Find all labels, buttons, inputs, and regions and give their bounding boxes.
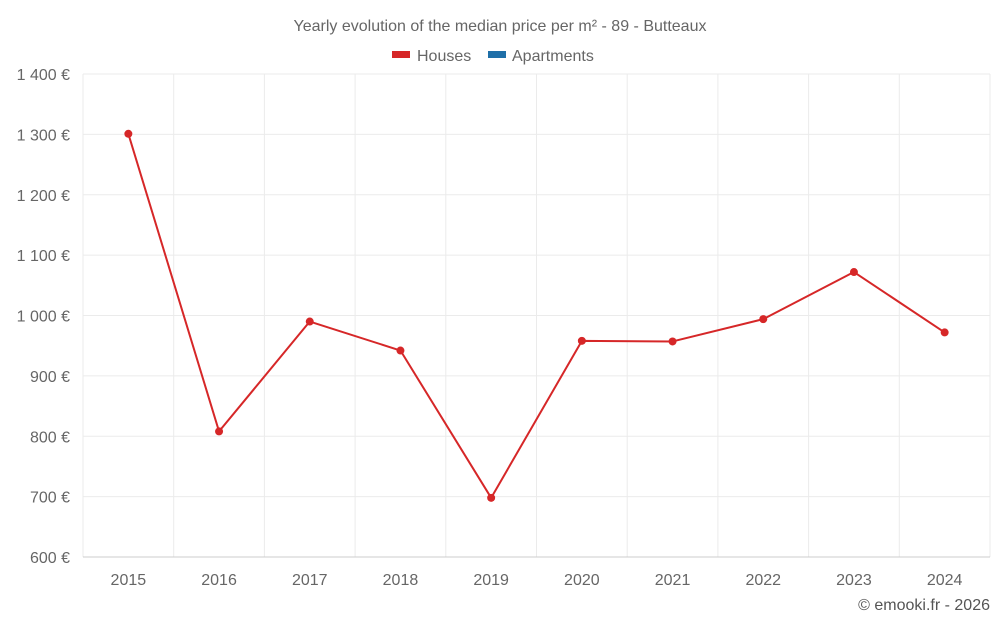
data-point-houses[interactable] bbox=[215, 427, 224, 436]
x-tick-label: 2021 bbox=[655, 572, 691, 589]
legend-label-houses[interactable]: Houses bbox=[417, 48, 471, 65]
y-tick-label: 800 € bbox=[30, 429, 70, 446]
data-point-houses[interactable] bbox=[849, 268, 858, 277]
credit-text: © emooki.fr - 2026 bbox=[858, 597, 990, 614]
legend-label-apartments[interactable]: Apartments bbox=[512, 48, 594, 65]
legend: Houses Apartments bbox=[392, 48, 594, 65]
data-point-houses[interactable] bbox=[940, 328, 949, 337]
data-point-houses[interactable] bbox=[124, 129, 133, 138]
y-tick-label: 700 € bbox=[30, 490, 70, 507]
y-tick-label: 1 200 € bbox=[17, 188, 70, 205]
x-tick-label: 2024 bbox=[927, 572, 963, 589]
data-point-houses[interactable] bbox=[668, 337, 677, 346]
y-tick-label: 1 300 € bbox=[17, 127, 70, 144]
y-tick-label: 1 400 € bbox=[17, 67, 70, 84]
y-axis: 600 € 700 € 800 € 900 € 1 000 € 1 100 € 1 200 … bbox=[17, 67, 70, 567]
x-tick-label: 2015 bbox=[111, 572, 147, 589]
legend-swatch-houses bbox=[392, 51, 410, 58]
x-tick-label: 2018 bbox=[383, 572, 419, 589]
data-point-houses[interactable] bbox=[396, 346, 405, 355]
y-tick-label: 600 € bbox=[30, 550, 70, 567]
series-line-houses bbox=[127, 133, 946, 499]
y-tick-label: 1 000 € bbox=[17, 309, 70, 326]
grid bbox=[82, 73, 991, 558]
x-tick-label: 2022 bbox=[745, 572, 781, 589]
x-tick-label: 2020 bbox=[564, 572, 600, 589]
data-point-houses[interactable] bbox=[305, 317, 314, 326]
x-tick-label: 2023 bbox=[836, 572, 872, 589]
x-tick-label: 2019 bbox=[473, 572, 509, 589]
series-houses bbox=[124, 129, 949, 502]
data-point-houses[interactable] bbox=[577, 336, 586, 345]
y-tick-label: 1 100 € bbox=[17, 248, 70, 265]
y-tick-label: 900 € bbox=[30, 369, 70, 386]
data-point-houses[interactable] bbox=[487, 493, 496, 502]
chart-title: Yearly evolution of the median price per… bbox=[294, 18, 707, 35]
x-tick-label: 2016 bbox=[201, 572, 237, 589]
data-point-houses[interactable] bbox=[759, 315, 768, 324]
x-tick-label: 2017 bbox=[292, 572, 328, 589]
x-axis: 2015 2016 2017 2018 2019 2020 2021 2022 2023 2024 bbox=[83, 556, 990, 589]
legend-swatch-apartments bbox=[488, 51, 506, 58]
